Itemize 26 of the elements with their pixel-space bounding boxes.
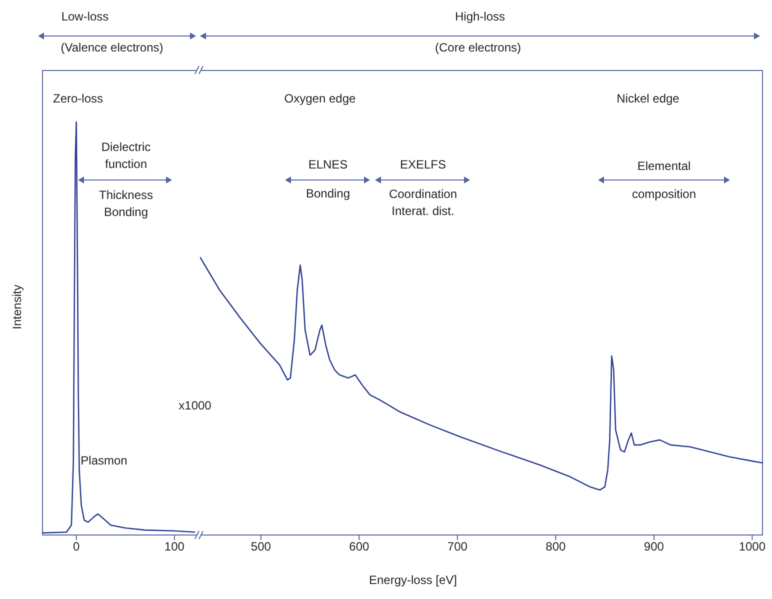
- annotation: x1000: [178, 398, 212, 414]
- text: Coordination Interat. dist.: [388, 186, 458, 220]
- text: Oxygen edge: [283, 90, 357, 108]
- text: (Core electrons): [434, 40, 522, 56]
- y-axis-title: Intensity: [10, 284, 24, 332]
- x-tick-label: 800: [546, 540, 566, 554]
- x-axis-title: Energy-loss [eV]: [368, 573, 458, 587]
- text: EXELFS: [398, 156, 448, 174]
- x-tick-label: 600: [349, 540, 370, 554]
- text: Elemental composition: [630, 158, 698, 203]
- x-tick-label: 700: [447, 540, 468, 554]
- text: (Valence electrons): [60, 40, 164, 56]
- text: Bonding: [304, 186, 352, 202]
- text: ELNES: [307, 156, 349, 174]
- text: Low-loss: [60, 8, 110, 26]
- x-tick-label: 500: [250, 540, 272, 554]
- annotation: Plasmon: [80, 452, 128, 470]
- text: High-loss: [454, 8, 506, 26]
- annotation: Dielectric function: [100, 139, 152, 173]
- annotation: Thickness Bonding: [98, 187, 154, 221]
- x-tick-label: 900: [644, 540, 664, 554]
- x-tick-label: 1000: [738, 540, 766, 554]
- text: Zero-loss: [52, 90, 104, 108]
- text: Nickel edge: [616, 90, 680, 108]
- x-tick-label: 0: [72, 540, 80, 554]
- x-tick-label: 100: [164, 540, 185, 554]
